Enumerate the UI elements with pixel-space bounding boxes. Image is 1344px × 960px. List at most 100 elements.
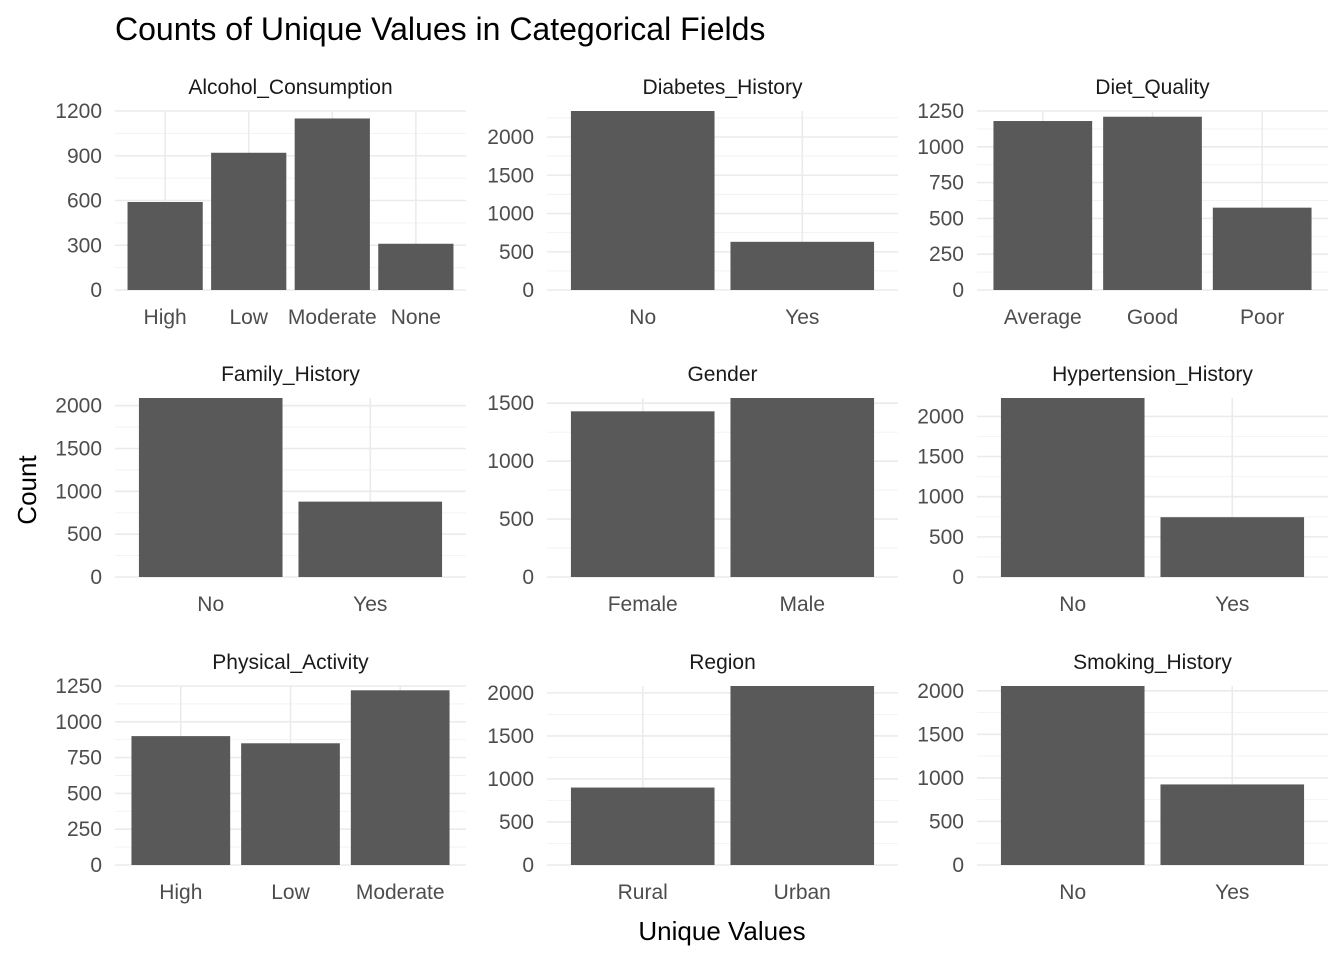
y-tick-label: 1000 xyxy=(487,768,534,791)
y-tick-label: 2000 xyxy=(917,680,964,703)
y-tick-label: 1250 xyxy=(917,100,964,123)
bar-moderate xyxy=(350,690,450,865)
bar-average xyxy=(993,121,1093,290)
facet-title: Smoking_History xyxy=(1073,651,1232,674)
x-tick-label: Yes xyxy=(1215,881,1249,904)
y-tick-label: 1200 xyxy=(55,100,102,123)
y-tick-label: 1000 xyxy=(487,203,534,226)
facet-panel-physical-activity: 0 250 500 750 1000 1250 High Low Moderate Physica… xyxy=(55,651,466,904)
facet-title: Family_History xyxy=(221,363,360,386)
y-tick-label: 500 xyxy=(929,207,964,230)
bar-yes xyxy=(1160,784,1305,865)
x-tick-label: Urban xyxy=(774,881,831,904)
y-tick-label: 1500 xyxy=(487,164,534,187)
x-tick-label: None xyxy=(391,306,441,329)
y-tick-label: 500 xyxy=(67,523,102,546)
y-tick-label: 1500 xyxy=(487,392,534,415)
bar-male xyxy=(730,398,875,577)
facet-panel-gender: 0 500 1000 1500 Female Male Gender xyxy=(487,363,898,616)
x-tick-label: No xyxy=(1059,593,1086,616)
facet-title: Physical_Activity xyxy=(212,651,369,674)
bar-low xyxy=(211,152,287,290)
x-tick-label: No xyxy=(629,306,656,329)
y-tick-label: 500 xyxy=(499,241,534,264)
y-tick-label: 750 xyxy=(67,747,102,770)
x-tick-label: High xyxy=(159,881,202,904)
y-tick-label: 0 xyxy=(90,854,102,877)
bar-none xyxy=(378,243,454,290)
x-tick-label: Female xyxy=(608,593,678,616)
y-tick-label: 0 xyxy=(952,279,964,302)
x-tick-label: High xyxy=(144,306,187,329)
y-tick-label: 2000 xyxy=(55,395,102,418)
y-tick-label: 2000 xyxy=(487,682,534,705)
facet-panel-diabetes-history: 0 500 1000 1500 2000 No Yes Diabetes_History xyxy=(487,76,898,329)
y-tick-label: 0 xyxy=(952,854,964,877)
x-tick-label: Male xyxy=(780,593,826,616)
y-tick-label: 1000 xyxy=(917,486,964,509)
y-tick-label: 0 xyxy=(90,566,102,589)
bar-female xyxy=(570,411,715,577)
bar-high xyxy=(127,201,203,290)
y-tick-label: 250 xyxy=(67,818,102,841)
facet-panel-alcohol-consumption: 0 300 600 900 1200 High Low Moderate None Alcohol… xyxy=(55,76,466,329)
bar-yes xyxy=(298,501,443,577)
bar-high xyxy=(131,736,231,865)
bar-no xyxy=(138,398,283,577)
x-tick-label: Low xyxy=(229,306,268,329)
facet-panels: 0 300 600 900 1200 High Low Moderate None Alcohol… xyxy=(55,76,1328,904)
facet-panel-region: 0 500 1000 1500 2000 Rural Urban Region xyxy=(487,651,898,904)
y-tick-label: 500 xyxy=(499,811,534,834)
chart-title: Counts of Unique Values in Categorical F… xyxy=(115,11,765,47)
y-tick-label: 2000 xyxy=(487,126,534,149)
y-tick-label: 1500 xyxy=(917,446,964,469)
x-tick-label: Moderate xyxy=(288,306,377,329)
facet-panel-family-history: 0 500 1000 1500 2000 No Yes Family_History xyxy=(55,363,466,616)
bar-rural xyxy=(570,787,715,865)
x-tick-label: Moderate xyxy=(356,881,445,904)
bar-urban xyxy=(730,686,875,865)
facet-panel-smoking-history: 0 500 1000 1500 2000 No Yes Smoking_History xyxy=(917,651,1328,904)
y-tick-label: 1500 xyxy=(487,725,534,748)
y-tick-label: 0 xyxy=(952,566,964,589)
x-tick-label: No xyxy=(197,593,224,616)
y-axis-title: Count xyxy=(12,455,42,525)
y-tick-label: 1000 xyxy=(487,450,534,473)
y-tick-label: 500 xyxy=(67,782,102,805)
y-tick-label: 0 xyxy=(90,279,102,302)
bar-low xyxy=(241,743,340,865)
bar-poor xyxy=(1212,207,1312,290)
y-tick-label: 250 xyxy=(929,243,964,266)
facet-title: Diabetes_History xyxy=(643,76,803,99)
y-tick-label: 0 xyxy=(522,279,534,302)
facet-title: Hypertension_History xyxy=(1052,363,1253,386)
bar-no xyxy=(1000,686,1145,865)
y-tick-label: 1000 xyxy=(917,136,964,159)
facet-panel-diet-quality: 0 250 500 750 1000 1250 Average Good Poor Diet_Qu… xyxy=(917,76,1328,329)
y-tick-label: 1000 xyxy=(917,767,964,790)
x-axis-title: Unique Values xyxy=(638,916,805,946)
facet-title: Region xyxy=(689,651,756,674)
y-tick-label: 500 xyxy=(929,810,964,833)
bar-no xyxy=(570,111,715,290)
bar-good xyxy=(1103,116,1202,290)
y-tick-label: 300 xyxy=(67,234,102,257)
bar-yes xyxy=(730,241,875,290)
y-tick-label: 500 xyxy=(499,508,534,531)
x-tick-label: Yes xyxy=(1215,593,1249,616)
y-tick-label: 1500 xyxy=(55,438,102,461)
x-tick-label: Yes xyxy=(353,593,387,616)
x-tick-label: Good xyxy=(1127,306,1178,329)
y-tick-label: 1250 xyxy=(55,675,102,698)
y-tick-label: 0 xyxy=(522,566,534,589)
bar-no xyxy=(1000,398,1145,577)
facet-panel-hypertension-history: 0 500 1000 1500 2000 No Yes Hypertension_Histor… xyxy=(917,363,1328,616)
x-tick-label: No xyxy=(1059,881,1086,904)
bar-yes xyxy=(1160,517,1305,577)
facet-title: Diet_Quality xyxy=(1095,76,1210,99)
y-tick-label: 600 xyxy=(67,190,102,213)
y-tick-label: 2000 xyxy=(917,405,964,428)
facet-title: Alcohol_Consumption xyxy=(188,76,392,99)
x-tick-label: Yes xyxy=(785,306,819,329)
